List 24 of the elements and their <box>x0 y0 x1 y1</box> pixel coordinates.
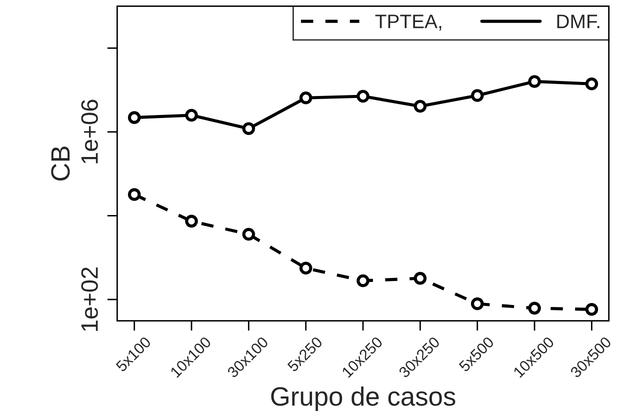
point <box>128 188 141 201</box>
y-tick-label: 1e+06 <box>81 100 98 164</box>
point <box>242 122 256 135</box>
point <box>470 89 484 102</box>
legend-label: DMF. <box>557 14 600 28</box>
point <box>470 297 484 310</box>
point <box>356 274 370 288</box>
point <box>185 214 198 228</box>
point <box>585 78 598 90</box>
point <box>528 302 541 315</box>
point <box>299 262 312 275</box>
point <box>585 303 598 316</box>
y-tick-label: 1e+02 <box>81 268 98 331</box>
legend-label: TPTEA, <box>375 14 442 31</box>
point <box>185 108 198 122</box>
point <box>414 100 427 113</box>
point <box>414 272 427 285</box>
point <box>356 90 370 103</box>
point <box>128 111 141 124</box>
y-axis-title: CB <box>51 146 70 180</box>
point <box>528 75 541 88</box>
x-axis-title: Grupo de casos <box>271 386 456 412</box>
point <box>242 228 256 241</box>
point <box>299 91 312 104</box>
